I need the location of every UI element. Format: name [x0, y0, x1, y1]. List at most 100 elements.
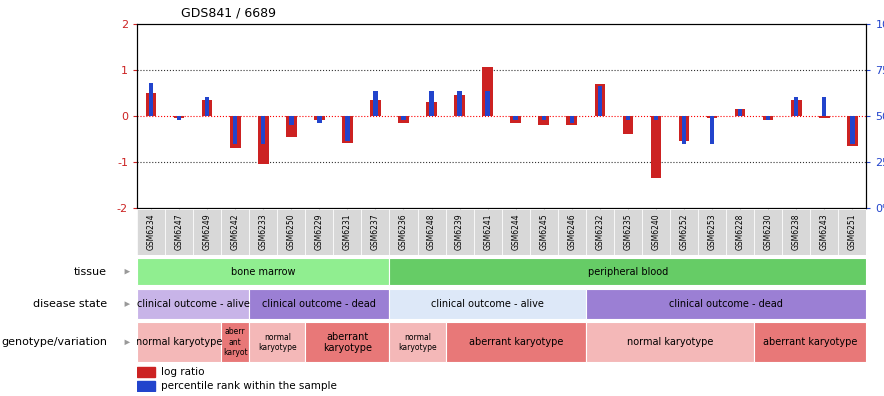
- Bar: [345, 116, 350, 141]
- Text: genotype/variation: genotype/variation: [1, 337, 107, 347]
- Bar: [653, 116, 659, 120]
- Bar: [373, 91, 377, 116]
- Bar: [483, 67, 493, 116]
- Text: GSM6228: GSM6228: [735, 213, 744, 250]
- Bar: [485, 91, 490, 116]
- FancyBboxPatch shape: [390, 289, 586, 319]
- Bar: [651, 116, 661, 178]
- Text: aberrant
karyotype: aberrant karyotype: [323, 331, 372, 353]
- Bar: [819, 116, 829, 118]
- Bar: [454, 95, 465, 116]
- FancyBboxPatch shape: [305, 209, 333, 255]
- Text: aberrant karyotype: aberrant karyotype: [763, 337, 857, 347]
- Text: GSM6253: GSM6253: [707, 213, 717, 250]
- Text: GSM6238: GSM6238: [792, 213, 801, 250]
- FancyBboxPatch shape: [137, 258, 390, 286]
- FancyBboxPatch shape: [193, 209, 221, 255]
- Bar: [626, 116, 630, 120]
- Text: bone marrow: bone marrow: [231, 267, 295, 277]
- Text: GSM6235: GSM6235: [623, 213, 632, 250]
- Text: GSM6247: GSM6247: [175, 213, 184, 250]
- Text: GSM6234: GSM6234: [147, 213, 156, 250]
- Bar: [706, 116, 718, 118]
- Text: GSM6242: GSM6242: [231, 213, 240, 250]
- FancyBboxPatch shape: [502, 209, 530, 255]
- FancyBboxPatch shape: [137, 209, 165, 255]
- Bar: [567, 116, 577, 125]
- Bar: [542, 116, 546, 120]
- Bar: [766, 116, 770, 120]
- Bar: [342, 116, 353, 143]
- Bar: [314, 116, 324, 120]
- Text: GSM6240: GSM6240: [652, 213, 660, 250]
- FancyBboxPatch shape: [362, 209, 390, 255]
- Bar: [710, 116, 714, 145]
- Text: GSM6249: GSM6249: [202, 213, 211, 250]
- Bar: [569, 116, 574, 123]
- Text: log ratio: log ratio: [161, 367, 204, 377]
- FancyBboxPatch shape: [670, 209, 698, 255]
- Text: GSM6252: GSM6252: [680, 213, 689, 250]
- FancyBboxPatch shape: [838, 209, 866, 255]
- Bar: [735, 109, 745, 116]
- Bar: [149, 83, 153, 116]
- Text: aberr
ant
karyot: aberr ant karyot: [223, 327, 248, 357]
- FancyBboxPatch shape: [390, 209, 417, 255]
- Bar: [538, 116, 549, 125]
- FancyBboxPatch shape: [221, 209, 249, 255]
- FancyBboxPatch shape: [137, 322, 221, 362]
- FancyBboxPatch shape: [642, 209, 670, 255]
- FancyBboxPatch shape: [446, 322, 586, 362]
- Text: GSM6230: GSM6230: [764, 213, 773, 250]
- Bar: [850, 116, 855, 145]
- Text: GSM6241: GSM6241: [484, 213, 492, 250]
- FancyBboxPatch shape: [446, 209, 474, 255]
- Bar: [794, 97, 798, 116]
- Text: clinical outcome - alive: clinical outcome - alive: [137, 299, 249, 309]
- Bar: [174, 116, 185, 118]
- Bar: [286, 116, 297, 137]
- FancyBboxPatch shape: [278, 209, 305, 255]
- FancyBboxPatch shape: [782, 209, 811, 255]
- Text: tissue: tissue: [74, 267, 107, 277]
- Bar: [679, 116, 690, 141]
- Bar: [370, 100, 381, 116]
- FancyBboxPatch shape: [754, 209, 782, 255]
- Text: clinical outcome - dead: clinical outcome - dead: [669, 299, 783, 309]
- Bar: [398, 116, 408, 123]
- Bar: [146, 93, 156, 116]
- Bar: [514, 116, 518, 120]
- Text: GSM6229: GSM6229: [315, 213, 324, 250]
- Text: GSM6233: GSM6233: [259, 213, 268, 250]
- Text: GSM6248: GSM6248: [427, 213, 436, 250]
- Text: GSM6251: GSM6251: [848, 213, 857, 250]
- Text: percentile rank within the sample: percentile rank within the sample: [161, 381, 337, 391]
- FancyBboxPatch shape: [586, 322, 754, 362]
- Text: GSM6246: GSM6246: [568, 213, 576, 250]
- Bar: [738, 109, 743, 116]
- FancyBboxPatch shape: [249, 289, 390, 319]
- Text: GSM6244: GSM6244: [511, 213, 520, 250]
- FancyBboxPatch shape: [165, 209, 193, 255]
- Text: clinical outcome - alive: clinical outcome - alive: [431, 299, 544, 309]
- Text: normal
karyotype: normal karyotype: [398, 333, 437, 352]
- Bar: [233, 116, 238, 145]
- FancyBboxPatch shape: [586, 289, 866, 319]
- FancyBboxPatch shape: [390, 322, 446, 362]
- Bar: [177, 116, 181, 120]
- Bar: [230, 116, 240, 148]
- Text: GSM6232: GSM6232: [595, 213, 605, 250]
- Text: GSM6237: GSM6237: [371, 213, 380, 250]
- FancyBboxPatch shape: [417, 209, 446, 255]
- Bar: [847, 116, 857, 146]
- Bar: [791, 100, 802, 116]
- Text: normal karyotype: normal karyotype: [627, 337, 713, 347]
- FancyBboxPatch shape: [390, 258, 866, 286]
- FancyBboxPatch shape: [613, 209, 642, 255]
- Bar: [510, 116, 521, 123]
- FancyBboxPatch shape: [249, 322, 305, 362]
- Bar: [289, 116, 293, 125]
- Bar: [457, 91, 461, 116]
- Bar: [595, 84, 606, 116]
- FancyBboxPatch shape: [586, 209, 613, 255]
